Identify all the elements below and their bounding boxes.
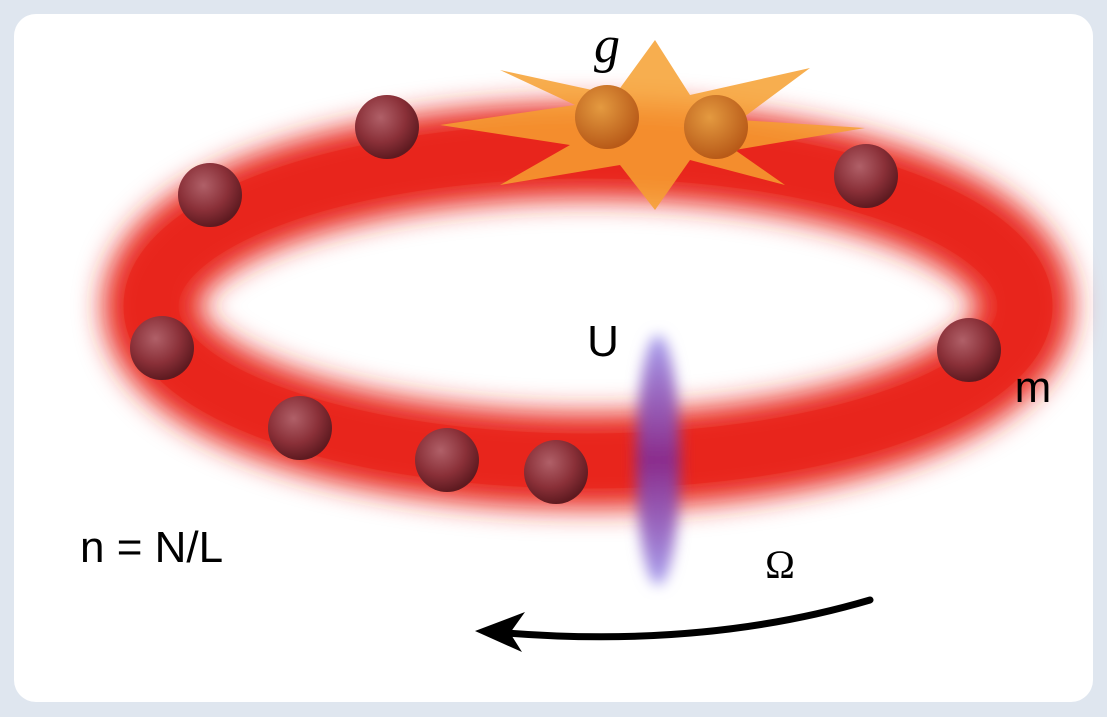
particle — [937, 318, 1001, 382]
barrier — [636, 335, 680, 585]
particle — [268, 396, 332, 460]
particle — [415, 428, 479, 492]
interacting-particle — [684, 95, 748, 159]
barrier-label: U — [587, 317, 619, 366]
particle — [834, 144, 898, 208]
diagram: g U m n = N/L Ω — [0, 0, 1107, 717]
particle — [355, 95, 419, 159]
particle — [130, 316, 194, 380]
particle — [178, 163, 242, 227]
density-label: n = N/L — [80, 523, 223, 572]
coupling-label: g — [594, 17, 620, 74]
rotation-label: Ω — [765, 542, 795, 587]
mass-label: m — [1015, 363, 1052, 412]
interacting-particle — [575, 85, 639, 149]
particle — [524, 440, 588, 504]
page: g U m n = N/L Ω (() => { const data = JS… — [0, 0, 1107, 717]
